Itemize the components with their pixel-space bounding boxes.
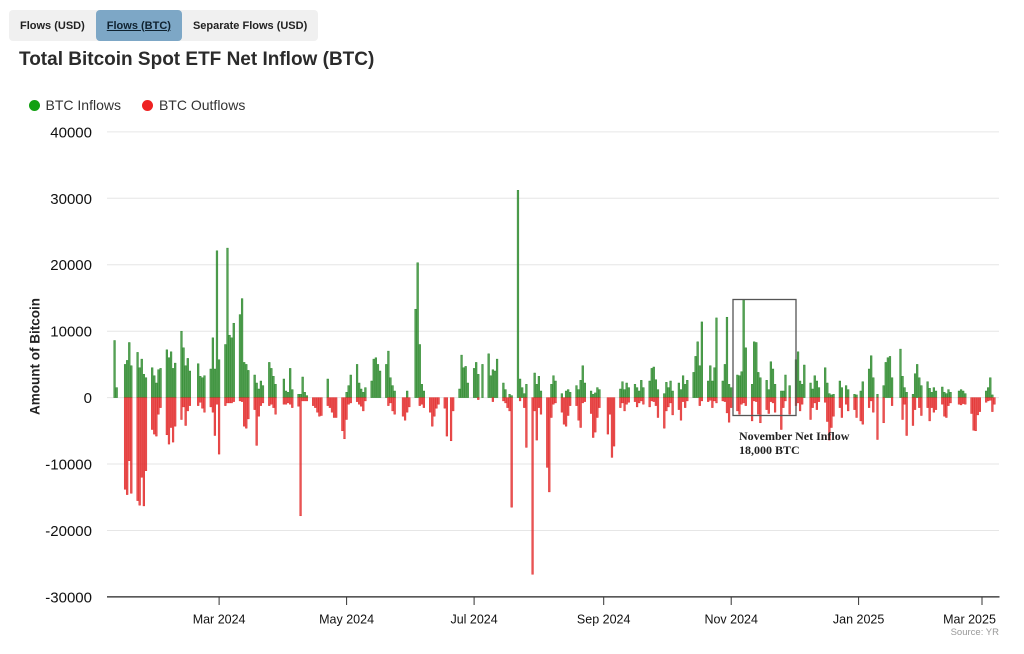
svg-text:Nov 2024: Nov 2024 [704, 613, 758, 627]
svg-text:10000: 10000 [50, 324, 92, 341]
svg-text:Sep 2024: Sep 2024 [577, 613, 631, 627]
svg-text:-30000: -30000 [45, 589, 92, 606]
svg-text:Mar 2024: Mar 2024 [193, 613, 246, 627]
svg-text:Mar 2025: Mar 2025 [943, 613, 996, 627]
svg-text:May 2024: May 2024 [319, 613, 374, 627]
svg-text:30000: 30000 [50, 191, 92, 208]
svg-text:0: 0 [84, 390, 92, 407]
svg-text:Jul 2024: Jul 2024 [450, 613, 497, 627]
svg-text:Jan 2025: Jan 2025 [833, 613, 884, 627]
svg-text:-20000: -20000 [45, 523, 92, 540]
svg-text:-10000: -10000 [45, 457, 92, 474]
svg-text:40000: 40000 [50, 124, 92, 141]
svg-text:20000: 20000 [50, 257, 92, 274]
